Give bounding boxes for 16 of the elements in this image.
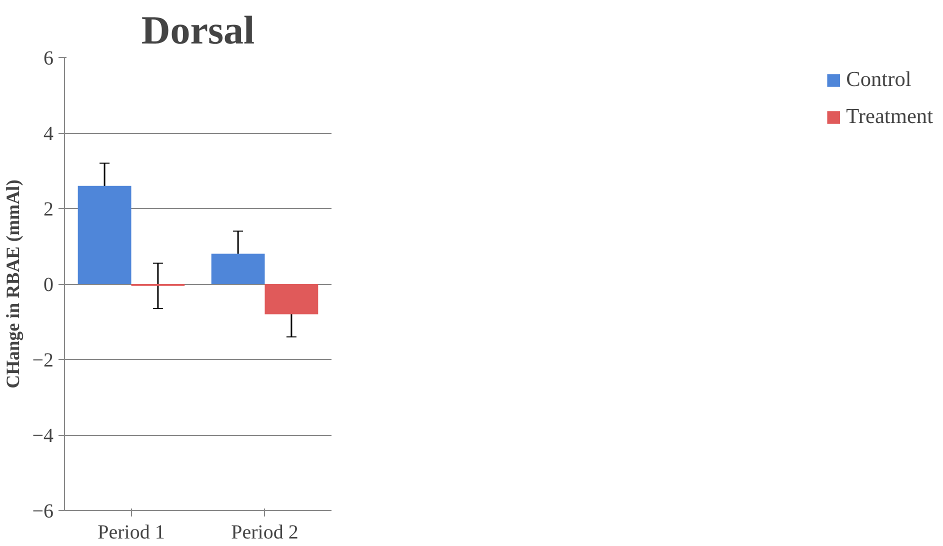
y-tick-label: −6 xyxy=(32,500,54,522)
legend-label: Treatment xyxy=(846,104,933,129)
y-tick-label: 4 xyxy=(44,123,54,145)
bar xyxy=(211,254,265,284)
y-tick-label: −2 xyxy=(32,350,54,372)
bar xyxy=(264,284,318,314)
y-tick-label: 0 xyxy=(44,274,54,296)
x-tick-label: Period 2 xyxy=(231,522,298,544)
y-tick-label: −4 xyxy=(32,425,54,447)
chart-title: Dorsal xyxy=(141,8,255,52)
y-tick-label: 2 xyxy=(44,198,54,220)
bar xyxy=(78,186,132,284)
y-axis-title: CHange in RBAE (mmAl) xyxy=(3,180,24,388)
x-tick-label: Period 1 xyxy=(98,522,165,544)
y-tick-label: 6 xyxy=(44,48,54,70)
legend-label: Control xyxy=(846,67,912,92)
